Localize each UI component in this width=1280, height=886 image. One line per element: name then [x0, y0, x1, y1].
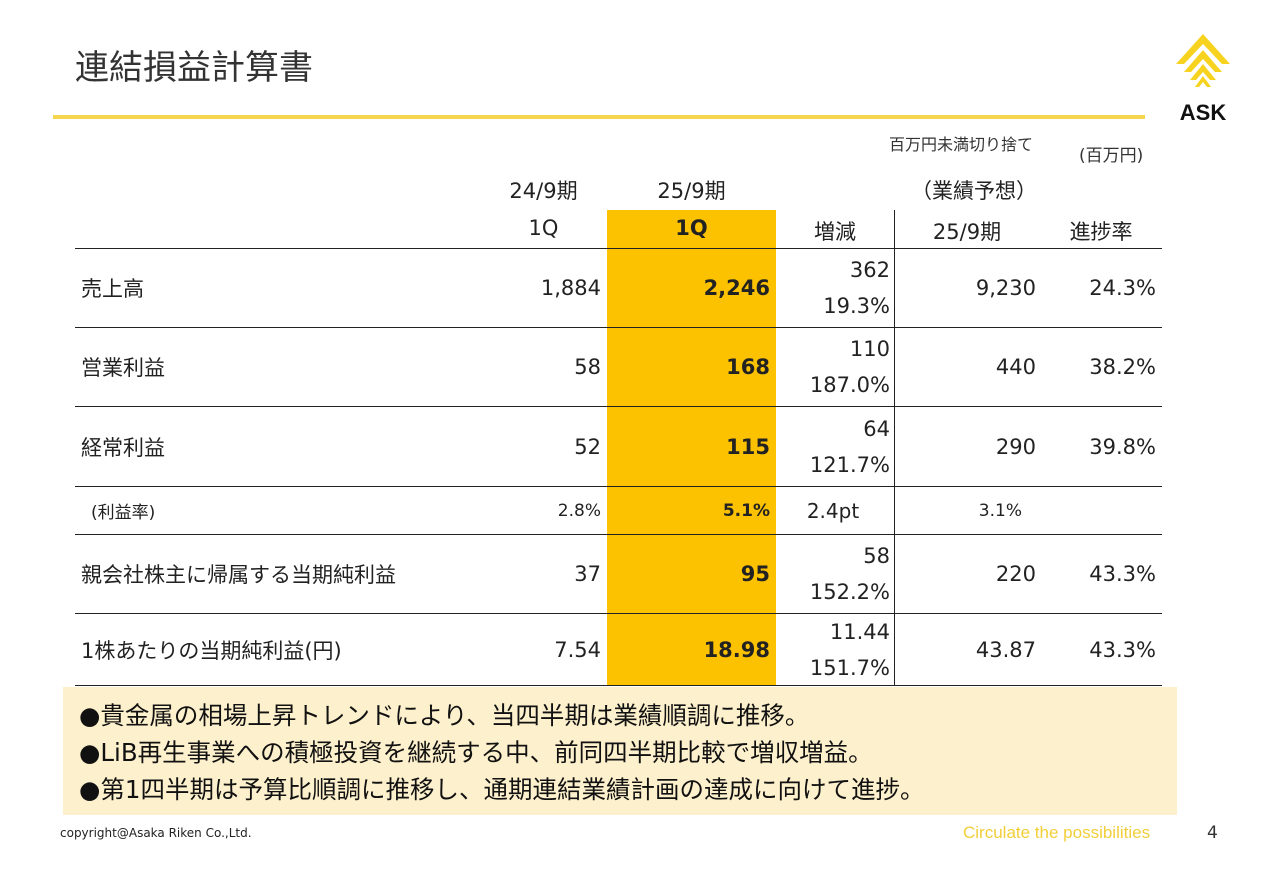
header-cur-period: 25/9期 — [657, 179, 726, 203]
header-forecast-period: 25/9期 — [932, 220, 1002, 244]
bullet-item: ●LiB再生事業への積極投資を継続する中、前同四半期比較で増収増益。 — [79, 738, 873, 767]
change-value: 362 19.3% — [823, 258, 890, 318]
row-label: (利益率) — [91, 503, 156, 523]
progress-value: 43.3% — [1089, 562, 1156, 586]
forecast-value: 9,230 — [975, 276, 1036, 300]
progress-value: 43.3% — [1089, 638, 1156, 662]
header-cur-q: 1Q — [675, 216, 708, 240]
progress-value: 38.2% — [1089, 355, 1156, 379]
forecast-value: 43.87 — [975, 638, 1036, 662]
column-divider — [894, 210, 895, 685]
table-row: 1株あたりの当期純利益(円) 7.54 18.98 11.44 151.7% 43… — [75, 613, 1162, 686]
row-label: 経常利益 — [81, 435, 165, 460]
header-prev-q: 1Q — [528, 216, 559, 240]
cur-value: 5.1% — [722, 500, 770, 521]
header-progress: 進捗率 — [1069, 220, 1133, 244]
title-divider — [53, 115, 1145, 119]
cur-value: 95 — [740, 562, 770, 586]
table-row: 経常利益 52 115 64 121.7% 290 39.8% — [75, 406, 1162, 486]
forecast-value: 290 — [995, 434, 1036, 459]
bullet-item: ●第1四半期は予算比順調に推移し、通期連結業績計画の達成に向けて進捗。 — [79, 775, 925, 804]
cur-value: 2,246 — [703, 276, 770, 300]
copyright: copyright@Asaka Riken Co.,Ltd. — [60, 826, 252, 840]
change-value: 2.4pt — [806, 498, 860, 523]
slogan: Circulate the possibilities — [963, 823, 1151, 842]
change-value: 110 187.0% — [809, 337, 890, 397]
row-label: 売上高 — [81, 277, 144, 301]
prev-value: 1,884 — [540, 276, 601, 300]
prev-value: 52 — [574, 434, 601, 459]
forecast-value: 3.1% — [978, 500, 1022, 521]
cur-value: 168 — [726, 355, 770, 379]
summary-box: ●貴金属の相場上昇トレンドにより、当四半期は業績順調に推移。 ●LiB再生事業へ… — [63, 687, 1177, 815]
prev-value: 2.8% — [557, 500, 601, 521]
header-change: 増減 — [814, 220, 856, 244]
change-value: 64 121.7% — [809, 416, 890, 477]
change-value: 58 152.2% — [809, 544, 890, 604]
rounding-note: 百万円未満切り捨て — [889, 135, 1034, 154]
prev-value: 37 — [574, 562, 601, 586]
svg-text:ASK: ASK — [1180, 100, 1227, 124]
progress-value: 24.3% — [1089, 276, 1156, 300]
current-quarter-highlight — [607, 210, 776, 685]
forecast-value: 440 — [995, 355, 1036, 379]
row-label: 親会社株主に帰属する当期純利益 — [81, 563, 396, 587]
bullet-item: ●貴金属の相場上昇トレンドにより、当四半期は業績順調に推移。 — [79, 701, 810, 730]
table-row: 親会社株主に帰属する当期純利益 37 95 58 152.2% 220 43.3% — [75, 534, 1162, 613]
progress-value: 39.8% — [1089, 434, 1156, 459]
page-title: 連結損益計算書 — [75, 48, 313, 88]
table-row: 営業利益 58 168 110 187.0% 440 38.2% — [75, 327, 1162, 406]
cur-value: 115 — [726, 434, 770, 459]
forecast-value: 220 — [995, 562, 1036, 586]
unit-note: (百万円) — [1079, 146, 1144, 166]
table-row: (利益率) 2.8% 5.1% 2.4pt 3.1% — [75, 486, 1162, 534]
ask-logo: ASK — [1176, 34, 1230, 124]
cur-value: 18.98 — [703, 638, 770, 662]
table-row: 売上高 1,884 2,246 362 19.3% 9,230 24.3% — [75, 248, 1162, 327]
prev-value: 58 — [574, 355, 601, 379]
prev-value: 7.54 — [554, 638, 601, 662]
row-label: 1株あたりの当期純利益(円) — [81, 639, 342, 663]
change-value: 11.44 151.7% — [809, 620, 890, 680]
row-label: 営業利益 — [81, 356, 165, 380]
header-prev-period: 24/9期 — [509, 179, 578, 203]
page-number: 4 — [1207, 823, 1218, 843]
header-forecast-group: （業績予想） — [911, 179, 1037, 203]
